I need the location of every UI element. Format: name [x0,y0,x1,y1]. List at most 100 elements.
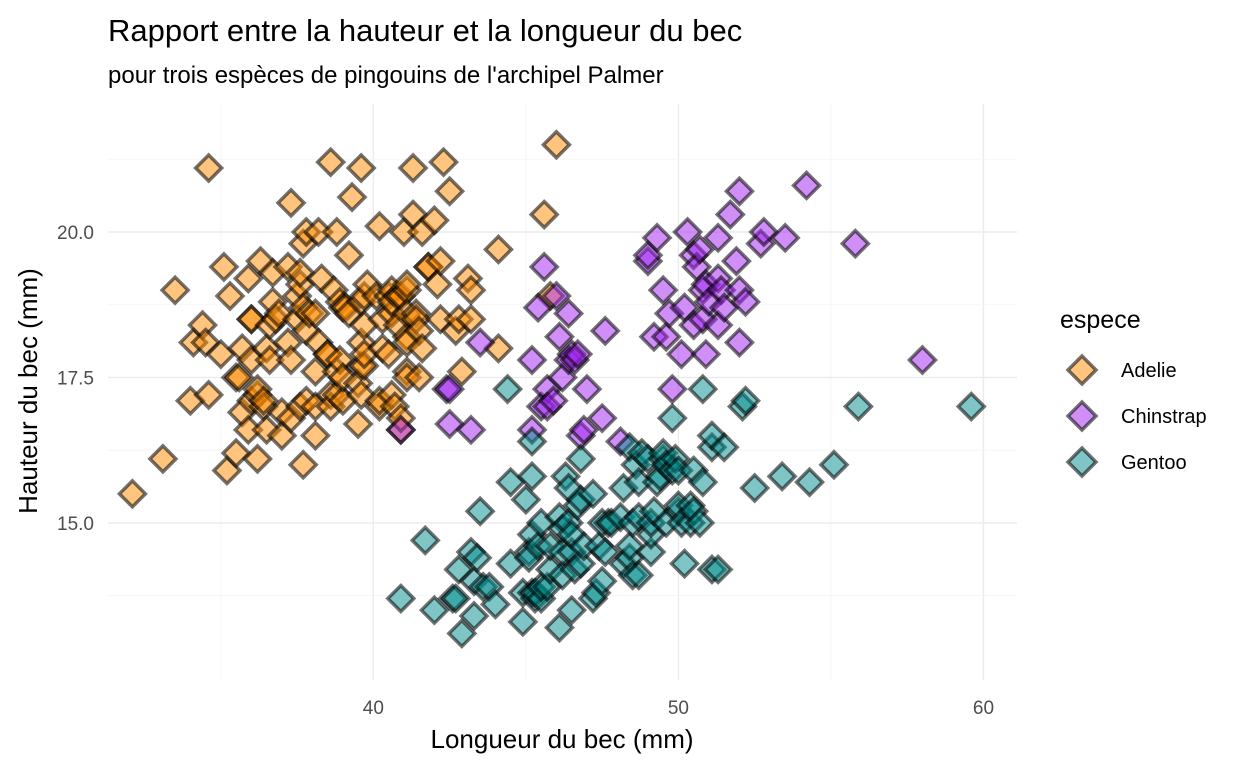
data-point [684,507,716,539]
data-point [839,228,871,260]
data-point [507,606,539,638]
data-point [241,443,273,475]
data-point [540,280,572,312]
data-point [284,257,316,289]
legend-item-chinstrap: Chinstrap [1065,399,1207,433]
data-point [232,263,264,295]
data-point [794,466,826,498]
data-point [409,524,441,556]
data-point [687,373,719,405]
data-point [577,478,609,510]
data-point [464,495,496,527]
x-tick-label: 60 [973,698,994,719]
legend-key [1065,353,1099,387]
data-point [159,274,191,306]
data-point [684,233,716,265]
data-point [565,443,597,475]
data-point [443,553,475,585]
data-point [428,146,460,178]
data-points [116,129,987,649]
data-point [614,530,646,562]
data-point [553,297,585,329]
data-point [714,199,746,231]
data-point [464,327,496,359]
data-point [214,280,246,312]
data-point [589,536,621,568]
data-point [543,612,575,644]
data-point [647,274,679,306]
data-point [364,210,395,242]
y-tick-label: 17.5 [57,368,94,389]
data-point [528,199,560,231]
data-point [623,559,655,591]
data-point [650,321,682,353]
data-point [641,222,673,254]
data-point [687,466,719,498]
data-point [315,146,347,178]
data-point [254,344,286,376]
data-point [418,594,450,626]
data-point [955,391,987,423]
data-point [263,297,295,329]
data-point [342,408,374,440]
data-point [455,303,487,335]
data-point [730,286,761,318]
data-point [479,588,511,620]
data-point [516,460,548,492]
data-point [492,373,524,405]
data-point [906,344,938,376]
data-point [425,245,456,277]
x-axis-ticks: 40 50 60 [363,698,994,719]
data-point [418,204,450,236]
data-point [208,251,240,283]
legend-key [1065,445,1099,479]
data-point [656,373,688,405]
data-point [818,449,850,481]
data-point [635,536,667,568]
data-point [690,338,722,370]
x-tick-label: 50 [668,698,689,719]
data-point [656,402,688,434]
data-point [702,222,734,254]
legend-item-gentoo: Gentoo [1065,445,1187,479]
data-point [730,385,761,417]
legend-item-adelie: Adelie [1065,353,1177,387]
data-point [540,129,572,161]
data-point [345,379,377,411]
data-point [739,472,771,504]
data-point [446,617,478,649]
legend-title: espece [1060,306,1141,334]
data-point [446,356,478,388]
legend-label: Adelie [1121,360,1177,382]
data-point [299,356,331,388]
data-point [482,233,514,265]
data-point [769,222,801,254]
data-point [406,332,438,364]
data-point [458,600,490,632]
data-point [385,583,417,615]
series-gentoo [385,373,987,649]
legend-label: Chinstrap [1121,406,1207,428]
data-point [275,187,307,219]
data-point [665,338,697,370]
data-point [556,594,588,626]
data-point [543,321,575,353]
data-point [522,292,554,324]
series-adelie [116,129,572,510]
data-point [434,373,466,405]
data-point [455,274,487,306]
data-point [373,338,405,370]
data-point [516,425,548,457]
data-point [723,175,755,207]
data-point [565,548,597,580]
data-point [333,239,365,271]
data-point [571,373,603,405]
data-point [421,268,453,300]
data-point [510,484,542,516]
data-point [720,245,752,277]
data-point [299,420,331,452]
x-tick-label: 40 [363,698,384,719]
data-point [116,478,148,510]
data-point [403,361,435,393]
y-tick-label: 15.0 [57,514,94,535]
